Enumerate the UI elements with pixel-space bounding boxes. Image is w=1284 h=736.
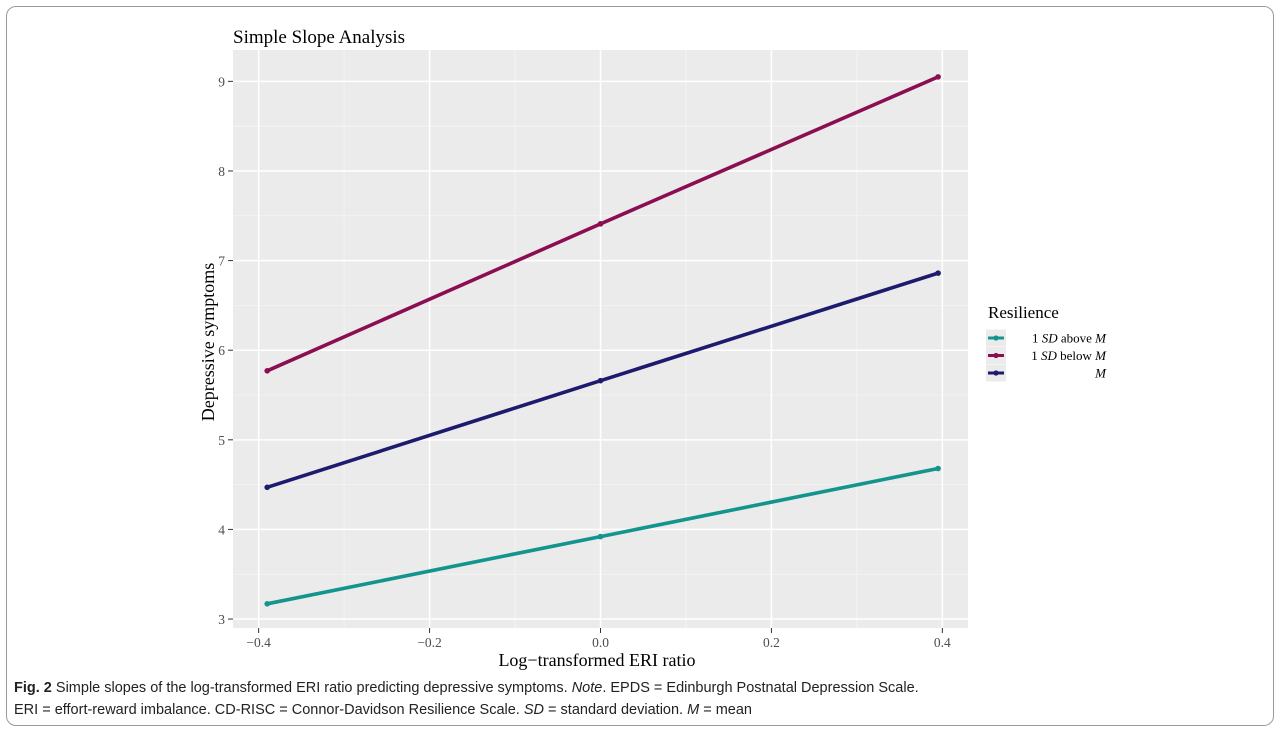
data-point — [935, 270, 941, 276]
x-tick-label: 0.4 — [934, 635, 951, 650]
caption-text-3: ERI = effort-reward imbalance. CD-RISC =… — [14, 702, 524, 718]
caption-note: Note — [571, 680, 603, 696]
data-point — [597, 377, 604, 384]
y-tick-label: 9 — [218, 74, 225, 89]
y-tick-label: 5 — [218, 433, 225, 448]
chart-title: Simple Slope Analysis — [233, 27, 405, 48]
legend: Resilience 1 SD above M 1 SD below M M — [986, 303, 1107, 382]
legend-key-point — [993, 370, 999, 376]
y-tick-label: 8 — [218, 164, 225, 179]
y-tick-label: 6 — [218, 343, 225, 358]
caption-text-1: Simple slopes of the log-transformed ERI… — [55, 680, 572, 696]
x-tick-label: −0.4 — [246, 635, 271, 650]
legend-label: 1 SD above M — [1032, 331, 1107, 346]
data-point — [597, 533, 604, 540]
legend-key-point — [993, 335, 999, 341]
x-tick-label: 0.0 — [592, 635, 609, 650]
x-axis-label: Log−transformed ERI ratio — [498, 650, 695, 670]
caption-m: M — [687, 702, 700, 718]
data-point — [264, 601, 270, 607]
y-axis-label: Depressive symptoms — [198, 263, 218, 421]
y-tick-label: 7 — [218, 254, 225, 269]
chart-marks — [264, 74, 941, 607]
data-point — [597, 221, 604, 227]
caption-text-4: = standard deviation. — [544, 702, 688, 718]
caption-text-5: = mean — [699, 702, 752, 718]
data-point — [935, 465, 941, 472]
caption-figure-label: Fig. 2 — [14, 680, 52, 696]
y-tick-label: 3 — [218, 612, 225, 627]
x-tick-label: −0.2 — [417, 635, 442, 650]
legend-key-point — [993, 352, 999, 359]
axes: −0.4 −0.2 0.0 0.2 0.4 3 4 5 6 7 8 9 — [218, 74, 951, 650]
y-tick-label: 4 — [218, 522, 225, 537]
x-tick-label: 0.2 — [763, 635, 780, 650]
data-point — [935, 74, 941, 80]
figure-caption: Fig. 2 Simple slopes of the log-transfor… — [14, 677, 1264, 721]
legend-label: 1 SD below M — [1031, 348, 1107, 363]
caption-text-2: . EPDS = Edinburgh Postnatal Depression … — [602, 680, 919, 696]
plot-panel — [233, 50, 968, 628]
data-point — [264, 368, 270, 374]
caption-sd: SD — [523, 702, 545, 718]
data-point — [264, 484, 270, 491]
legend-title: Resilience — [988, 303, 1059, 322]
chart: −0.4 −0.2 0.0 0.2 0.4 3 4 5 6 7 8 9 Simple Slope An… — [198, 27, 1107, 670]
legend-label: M — [1094, 366, 1107, 381]
